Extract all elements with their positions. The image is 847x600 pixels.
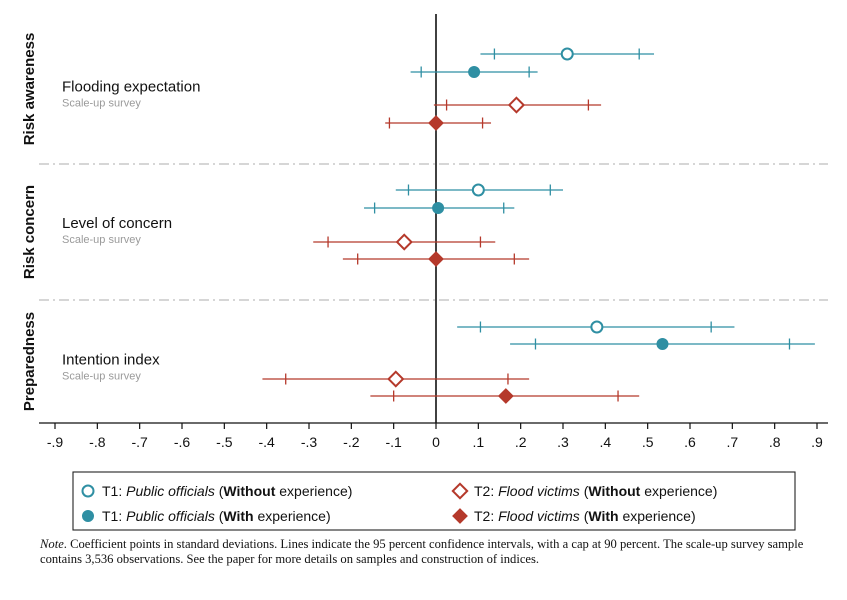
x-tick-label: .2	[515, 434, 527, 450]
x-tick-label: 0	[432, 434, 440, 450]
point-marker	[451, 482, 469, 500]
x-tick-label: .4	[599, 434, 611, 450]
legend-label-part: T1:	[102, 483, 126, 499]
point-marker	[471, 183, 485, 197]
legend-label-part: T1:	[102, 508, 126, 524]
x-tick-label: -.9	[47, 434, 64, 450]
x-tick-label: -.3	[301, 434, 318, 450]
point-marker	[452, 508, 468, 524]
legend: T1: Public officials (Without experience…	[72, 471, 796, 531]
legend-label: T1: Public officials (Without experience…	[102, 483, 352, 499]
point-marker	[82, 510, 94, 522]
legend-label-part: Public officials	[126, 483, 215, 499]
note-label: Note	[40, 537, 64, 551]
x-tick-label: .3	[557, 434, 569, 450]
note-text: . Coefficient points in standard deviati…	[40, 537, 804, 566]
point-marker	[507, 96, 526, 114]
legend-label-part: experience)	[275, 483, 352, 499]
point-marker	[428, 115, 444, 131]
legend-label-part: T2:	[474, 483, 498, 499]
point-marker	[428, 251, 444, 267]
coefficient-plot: Risk awareness Flooding expectation Scale-…	[21, 14, 828, 531]
legend-label-part: With	[223, 508, 253, 524]
legend-label: T2: Flood victims (With experience)	[474, 508, 696, 524]
point-marker	[497, 388, 514, 404]
x-tick-label: .8	[769, 434, 781, 450]
x-tick-label: .9	[811, 434, 823, 450]
legend-label-part: Without	[588, 483, 640, 499]
x-tick-label: -.4	[258, 434, 275, 450]
legend-box	[72, 471, 796, 531]
x-tick-label: .5	[642, 434, 654, 450]
point-marker	[656, 338, 669, 350]
legend-label-part: (	[215, 483, 224, 499]
x-tick-label: -.5	[216, 434, 233, 450]
x-tick-label: -.1	[385, 434, 402, 450]
x-tick-label: -.8	[89, 434, 106, 450]
group-label: Risk concern	[21, 185, 38, 279]
plot-panel: Risk awareness Flooding expectation Scale-…	[21, 14, 828, 423]
outcome-label: Level of concern	[62, 215, 172, 232]
legend-label: T1: Public officials (With experience)	[102, 508, 331, 524]
legend-label-part: (	[580, 483, 589, 499]
outcome-label: Flooding expectation	[62, 79, 200, 96]
point-marker	[590, 320, 604, 334]
legend-label-part: Flood victims	[498, 508, 580, 524]
x-tick-label: -.6	[174, 434, 191, 450]
point-marker	[468, 66, 481, 78]
legend-label-part: experience)	[254, 508, 331, 524]
point-marker	[395, 233, 413, 251]
sample-label: Scale-up survey	[62, 371, 141, 383]
point-marker	[432, 202, 445, 214]
outcome-label: Intention index	[62, 352, 160, 369]
x-tick-label: -.7	[131, 434, 148, 450]
point-marker	[560, 47, 574, 61]
x-tick-label: -.2	[343, 434, 360, 450]
legend-label-part: experience)	[640, 483, 717, 499]
legend-label-part: T2:	[474, 508, 498, 524]
estimates-layer	[262, 47, 815, 404]
legend-label: T2: Flood victims (Without experience)	[474, 483, 717, 499]
sample-label: Scale-up survey	[62, 234, 141, 246]
group-label: Preparedness	[21, 312, 38, 411]
x-axis: -.9 -.8 -.7 -.6 -.5 -.4 -.3 -.2 -.1 0 .1 .2 .3 .4 .5 .6…	[39, 422, 828, 450]
legend-label-part: (	[215, 508, 224, 524]
point-marker	[387, 370, 405, 388]
x-tick-label: .1	[472, 434, 484, 450]
figure-note: Note. Coefficient points in standard dev…	[40, 537, 830, 566]
sample-label: Scale-up survey	[62, 98, 141, 110]
legend-label-part: experience)	[619, 508, 696, 524]
group-label: Risk awareness	[21, 33, 38, 146]
legend-label-part: With	[588, 508, 618, 524]
legend-label-part: Without	[223, 483, 275, 499]
x-tick-label: .7	[726, 434, 738, 450]
legend-label-part: (	[580, 508, 589, 524]
x-tick-label: .6	[684, 434, 696, 450]
point-marker	[81, 484, 95, 498]
legend-label-part: Flood victims	[498, 483, 580, 499]
legend-label-part: Public officials	[126, 508, 215, 524]
